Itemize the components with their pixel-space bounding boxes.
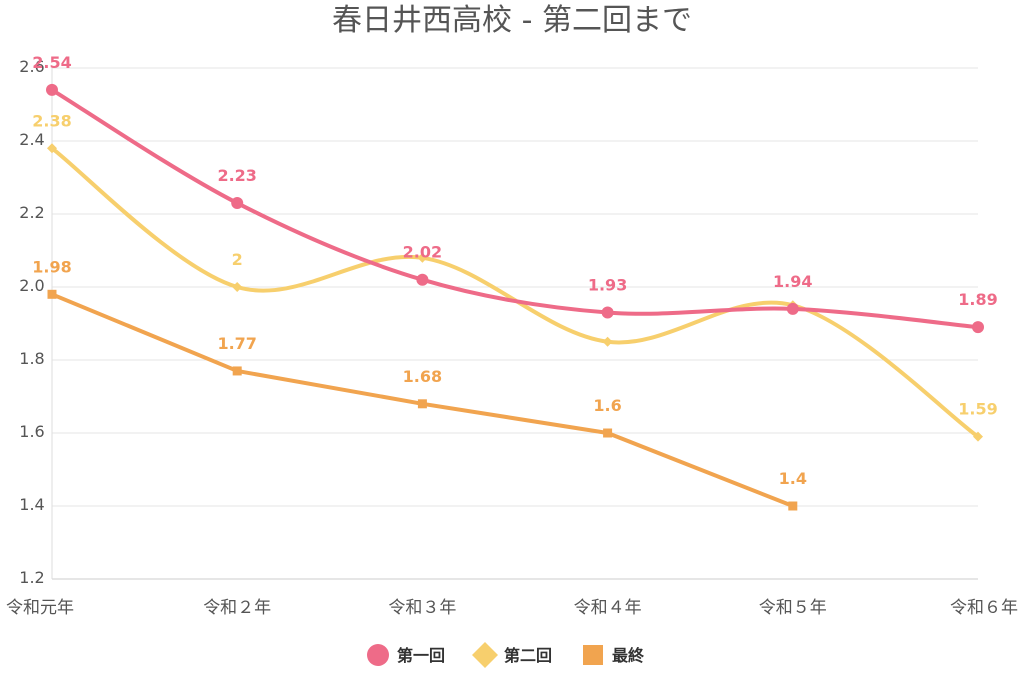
point-marker [973,431,983,442]
y-axis: 1.2 1.4 1.6 1.8 2.0 2.2 2.4 2.6 [19,57,44,587]
point-marker [972,321,984,334]
y-tick-label: 1.4 [19,495,44,514]
data-label: 1.89 [958,290,997,309]
y-tick-label: 2.0 [19,276,44,295]
data-label: 2.54 [32,53,71,72]
point-marker [417,399,427,409]
data-label: 1.98 [32,257,71,276]
point-marker [601,306,614,319]
point-marker [232,282,243,292]
legend-marker-diamond [472,642,498,668]
x-tick-label: 令和５年 [759,598,827,618]
data-label: 2.38 [32,111,71,130]
legend-marker-square [583,645,603,665]
point-marker [788,501,798,511]
x-tick-label: 令和４年 [574,598,642,618]
legend: 第一回 第二回 最終 [367,642,645,668]
series-lines [50,87,980,508]
series-line-0 [50,87,980,330]
legend-label: 第一回 [397,646,445,665]
data-label: 1.4 [779,469,807,488]
y-tick-label: 1.2 [19,568,44,587]
data-label: 1.68 [403,367,442,386]
data-label: 2.23 [217,166,256,185]
x-tick-label: 令和元年 [6,598,74,618]
x-tick-label: 令和６年 [950,598,1018,618]
point-marker [416,273,429,286]
point-marker [786,302,799,315]
legend-marker-circle [367,644,389,666]
data-label: 1.6 [593,396,621,415]
point-marker [417,252,428,263]
chart-title: 春日井西高校 - 第二回まで [332,3,692,38]
grid [51,67,978,580]
series-markers [46,83,984,511]
point-marker [47,289,57,299]
point-marker [603,428,613,438]
point-marker [231,197,244,210]
data-label: 1.93 [588,276,627,295]
series-line-1 [50,146,980,439]
point-marker [602,336,613,347]
data-label: 2 [232,250,243,269]
point-marker [232,366,242,376]
data-label: 2.02 [403,243,442,262]
x-axis: 令和元年 令和２年 令和３年 令和４年 令和５年 令和６年 [6,598,1018,618]
point-marker [46,83,58,96]
y-tick-label: 1.8 [19,349,44,368]
data-label: 1.77 [217,334,256,353]
data-label: 1.94 [773,272,812,291]
y-tick-label: 1.6 [19,422,44,441]
data-label: 1.59 [958,400,997,419]
x-tick-label: 令和３年 [388,598,456,618]
legend-label: 最終 [612,646,645,665]
data-labels: 1.98 1.77 1.68 1.6 1.4 2.38 2 1.59 2.54 2.23 2.02 1… [32,53,997,488]
x-tick-label: 令和２年 [203,598,271,618]
y-tick-label: 2.6 [19,57,44,76]
legend-label: 第二回 [504,646,552,665]
y-tick-label: 2.4 [19,130,44,149]
y-tick-label: 2.2 [19,203,44,222]
point-marker [47,143,57,154]
